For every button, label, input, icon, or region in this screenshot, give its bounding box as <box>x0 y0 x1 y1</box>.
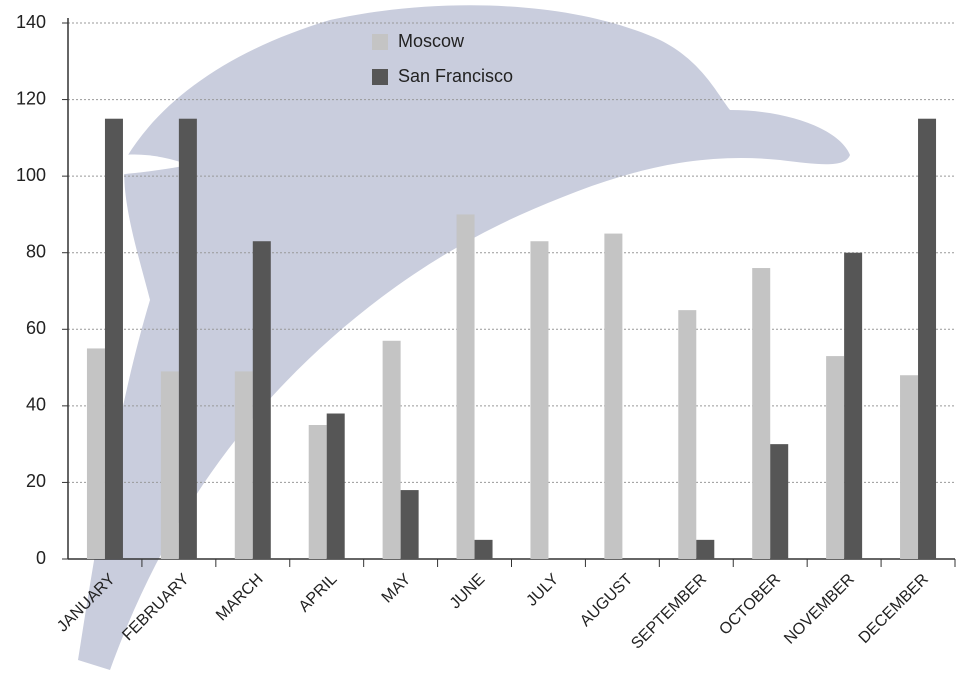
bar <box>178 118 197 559</box>
x-tick-label: AUGUST <box>577 571 636 630</box>
y-tick-label: 40 <box>26 395 46 415</box>
x-tick-label: OCTOBER <box>716 571 784 639</box>
bar <box>252 241 271 559</box>
x-tick-label: DECEMBER <box>856 571 932 647</box>
bar <box>326 413 345 559</box>
bar <box>752 268 771 559</box>
bar <box>456 214 475 559</box>
bar <box>86 348 105 559</box>
bar <box>678 310 697 559</box>
y-tick-label: 100 <box>16 165 46 185</box>
dolphin-watermark <box>78 5 850 670</box>
bar <box>770 444 789 559</box>
legend-swatch <box>372 34 388 50</box>
bar <box>826 356 845 559</box>
legend-swatch <box>372 69 388 85</box>
y-tick-label: 80 <box>26 241 46 261</box>
y-tick-label: 60 <box>26 318 46 338</box>
bar <box>382 340 401 559</box>
x-tick-label: MAY <box>379 571 415 607</box>
x-tick-label: APRIL <box>296 571 341 616</box>
bar <box>844 252 863 559</box>
x-tick-label: JULY <box>523 571 562 610</box>
bar <box>696 539 715 559</box>
x-tick-label: MARCH <box>213 571 267 625</box>
legend-label: Moscow <box>398 31 465 51</box>
legend-label: San Francisco <box>398 66 513 86</box>
bar <box>918 118 937 559</box>
bar <box>104 118 123 559</box>
bar <box>160 371 179 559</box>
bar <box>308 425 327 559</box>
bar <box>234 371 253 559</box>
y-tick-label: 20 <box>26 471 46 491</box>
y-tick-label: 140 <box>16 12 46 32</box>
x-tick-label: NOVEMBER <box>781 571 858 648</box>
x-tick-label: SEPTEMBER <box>628 571 710 653</box>
y-tick-label: 120 <box>16 88 46 108</box>
bar <box>900 375 919 559</box>
y-tick-label: 0 <box>36 548 46 568</box>
bar <box>400 490 419 559</box>
bar <box>530 241 549 559</box>
x-tick-label: JUNE <box>447 571 489 613</box>
bar <box>474 539 493 559</box>
bar <box>604 233 623 560</box>
